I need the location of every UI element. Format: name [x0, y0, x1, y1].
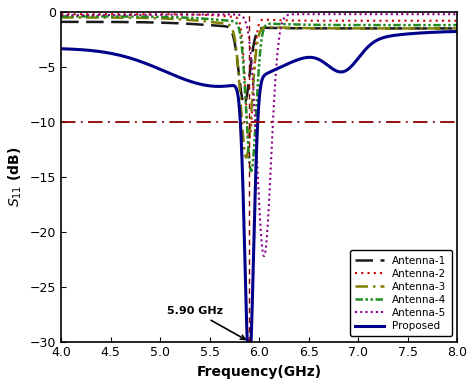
Y-axis label: $S_{11}$ (dB): $S_{11}$ (dB)	[7, 147, 24, 207]
Text: 5.90 GHz: 5.90 GHz	[167, 306, 245, 339]
X-axis label: Frequency(GHz): Frequency(GHz)	[197, 365, 322, 379]
Legend: Antenna-1, Antenna-2, Antenna-3, Antenna-4, Antenna-5, Proposed: Antenna-1, Antenna-2, Antenna-3, Antenna…	[350, 251, 452, 337]
